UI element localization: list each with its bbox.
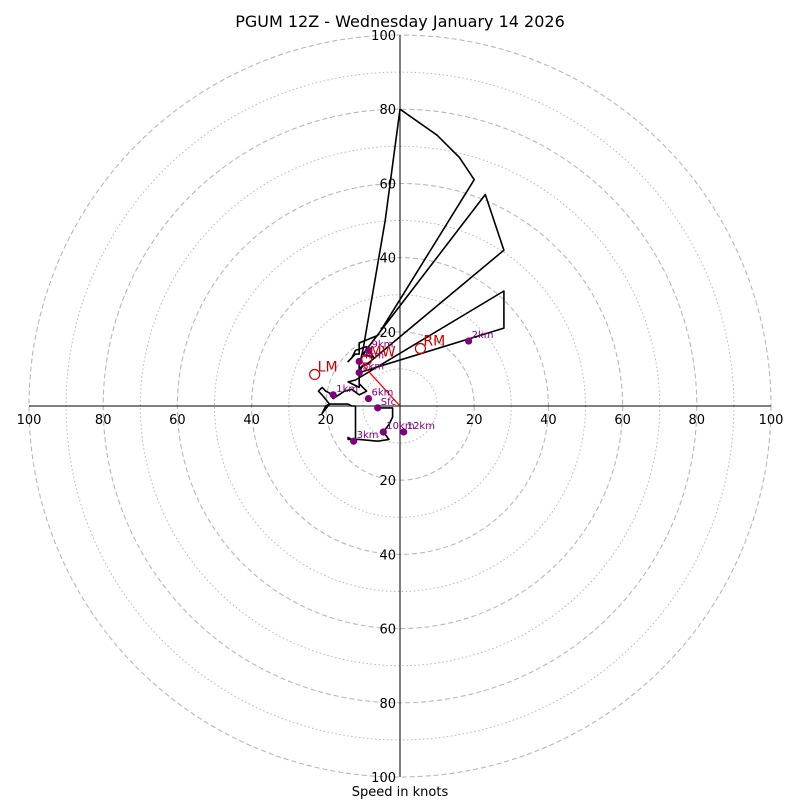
storm-motion-label: MW (370, 345, 396, 361)
storm-motion-label: RM (423, 333, 445, 349)
tick-label-bottom: 20 (379, 474, 396, 489)
tick-label-left: 20 (318, 413, 335, 428)
tick-label-left: 80 (95, 413, 112, 428)
shear-vector-line (362, 364, 401, 407)
height-marker-label: 9km (371, 339, 393, 350)
height-marker-label: 6km (371, 388, 393, 399)
height-marker-point (355, 357, 363, 366)
storm-motion-point (361, 354, 373, 366)
height-marker-point (400, 428, 408, 436)
height-marker-point (350, 437, 358, 445)
height-marker-label: 5km (362, 362, 384, 373)
tick-label-left: 100 (17, 413, 42, 428)
tick-label-right: 20 (466, 413, 483, 428)
tick-label-bottom: 80 (379, 697, 396, 712)
height-marker-label: 3km (357, 430, 379, 441)
storm-motion-point (414, 342, 427, 355)
height-marker-point (355, 369, 363, 377)
height-marker-point (374, 404, 382, 412)
height-marker-label: 12km (407, 421, 435, 432)
x-axis-label: Speed in knots (352, 785, 449, 800)
height-marker-label: 10km (386, 421, 414, 432)
height-marker-point (364, 346, 373, 354)
height-marker-point (364, 394, 373, 403)
storm-motion-markers: RM LM MW (309, 333, 445, 381)
tick-label-right: 60 (614, 413, 631, 428)
tick-labels: 100 80 60 40 20 20 40 60 80 100 100 80 60 40 20 20 40 60 8… (17, 29, 784, 786)
height-marker-point (329, 391, 337, 399)
tick-label-top: 80 (379, 103, 396, 118)
height-marker-label: 2km (472, 330, 494, 341)
tick-label-top: 20 (379, 326, 396, 341)
tick-label-left: 40 (243, 413, 260, 428)
height-marker-label: 4km (362, 350, 384, 361)
tick-label-bottom: 40 (379, 548, 396, 563)
tick-label-top: 60 (379, 177, 396, 192)
tick-label-bottom: 60 (379, 623, 396, 638)
tick-label-top: 40 (379, 252, 396, 267)
storm-motion-label: LM (318, 359, 338, 375)
tick-label-right: 40 (540, 413, 557, 428)
tick-label-bottom: 100 (371, 771, 396, 786)
tick-label-right: 100 (759, 413, 784, 428)
storm-motion-point (309, 368, 321, 381)
chart-title: PGUM 12Z - Wednesday January 14 2026 (235, 12, 565, 31)
height-marker-point (379, 428, 387, 436)
shear-vector (362, 364, 401, 407)
tick-label-top: 100 (371, 29, 396, 44)
height-marker-label: 1km (336, 384, 358, 395)
tick-label-left: 60 (169, 413, 186, 428)
height-marker-point (465, 337, 473, 345)
tick-label-right: 80 (689, 413, 706, 428)
height-marker-label: Sfc (381, 397, 396, 408)
